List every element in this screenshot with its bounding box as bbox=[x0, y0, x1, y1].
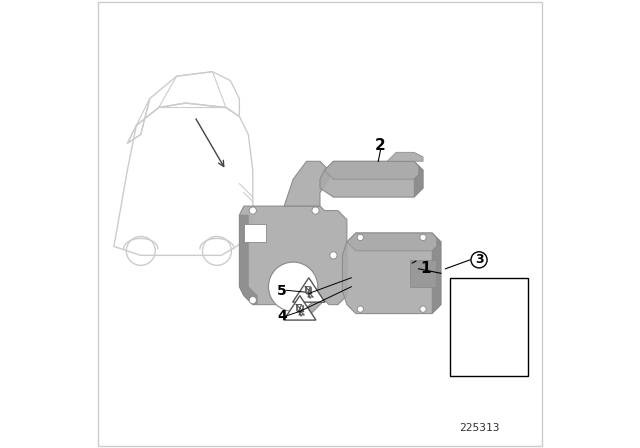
Polygon shape bbox=[432, 233, 441, 314]
Text: 4: 4 bbox=[277, 309, 287, 323]
Text: 1: 1 bbox=[420, 261, 431, 276]
Polygon shape bbox=[489, 296, 505, 306]
Bar bbox=[410, 260, 436, 287]
Text: 225313: 225313 bbox=[459, 423, 499, 433]
Circle shape bbox=[357, 306, 364, 312]
Polygon shape bbox=[324, 161, 423, 179]
Text: 3: 3 bbox=[475, 253, 483, 267]
Polygon shape bbox=[284, 296, 316, 320]
Text: 2: 2 bbox=[375, 138, 386, 153]
Polygon shape bbox=[347, 233, 441, 251]
Text: 3: 3 bbox=[456, 280, 464, 293]
Polygon shape bbox=[387, 152, 423, 161]
Circle shape bbox=[420, 306, 426, 312]
Polygon shape bbox=[414, 161, 423, 197]
Circle shape bbox=[269, 262, 317, 311]
Polygon shape bbox=[284, 161, 329, 206]
Circle shape bbox=[493, 297, 501, 305]
Polygon shape bbox=[292, 278, 325, 302]
Polygon shape bbox=[455, 329, 513, 345]
Polygon shape bbox=[342, 233, 441, 314]
Circle shape bbox=[330, 252, 337, 259]
Circle shape bbox=[249, 207, 257, 214]
Circle shape bbox=[357, 234, 364, 241]
Circle shape bbox=[471, 252, 487, 268]
Polygon shape bbox=[239, 206, 347, 314]
Polygon shape bbox=[239, 215, 257, 305]
Bar bbox=[244, 224, 266, 242]
Circle shape bbox=[420, 234, 426, 241]
Text: 5: 5 bbox=[277, 284, 287, 298]
Circle shape bbox=[249, 297, 257, 304]
Bar bbox=[450, 278, 529, 376]
Polygon shape bbox=[320, 161, 423, 197]
Circle shape bbox=[312, 207, 319, 214]
